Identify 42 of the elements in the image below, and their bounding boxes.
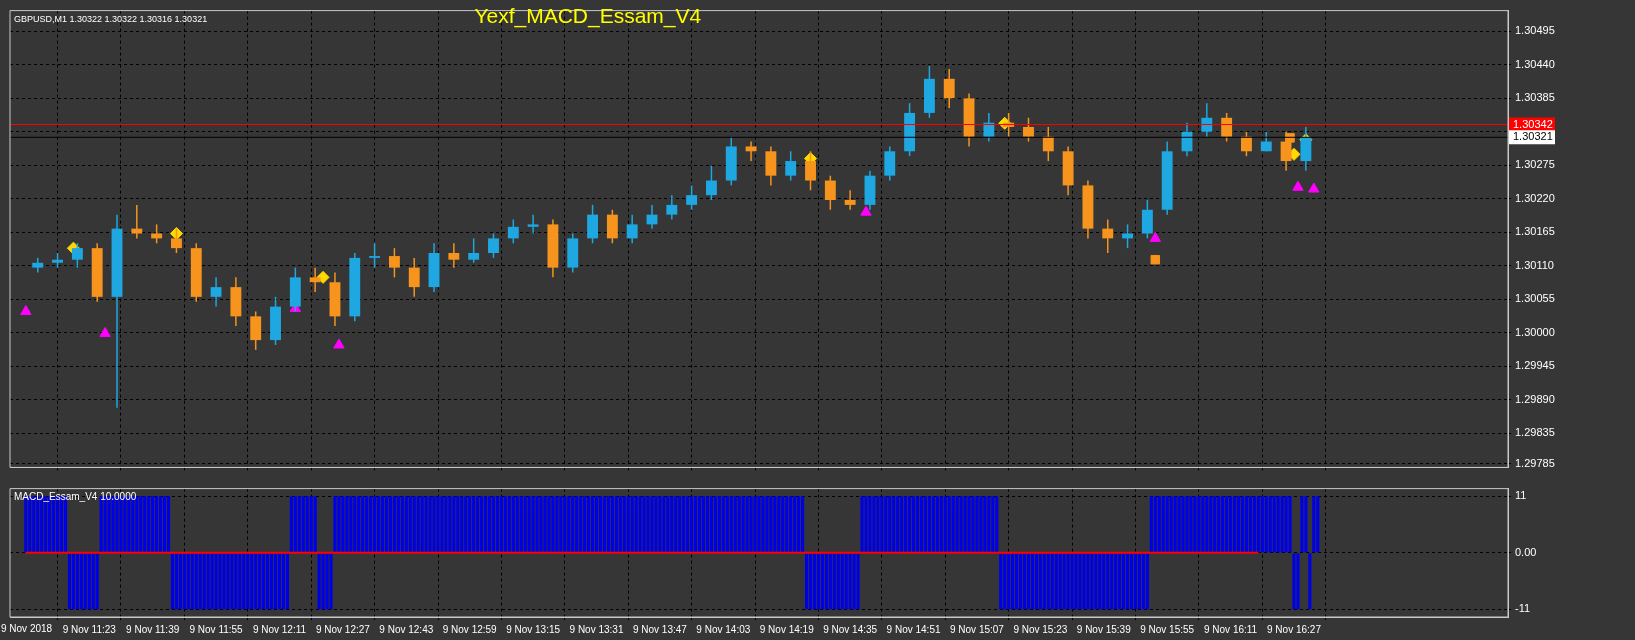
x-tick-label: 9 Nov 15:07 [949,623,1005,635]
x-tick-label: 9 Nov 13:47 [632,623,688,635]
y-tick-label: 1.29890 [1515,392,1555,405]
chart-title: Yexf_MACD_Essam_V4 [474,3,702,28]
chart-subtitle: GBPUSD,M1 1.30322 1.30322 1.30316 1.30321 [14,13,208,24]
x-tick-label: 9 Nov 12:27 [315,623,371,635]
y-tick-label: 1.30000 [1515,325,1555,338]
y-tick-label: 1.29945 [1515,359,1555,372]
x-tick-label: 9 Nov 13:15 [506,623,561,635]
x-tick-label: 9 Nov 12:43 [379,623,434,635]
y-tick-label: 1.29785 [1515,456,1555,469]
x-tick-label: 9 Nov 12:59 [442,623,498,635]
x-tick-label: 9 Nov 14:35 [823,623,878,635]
x-tick-label: 9 Nov 15:39 [1076,623,1132,635]
x-tick-label: 9 Nov 13:31 [569,623,624,635]
ref-line-label: 1.30342 [1513,117,1553,130]
y-tick-label: 1.29835 [1515,426,1555,439]
y-tick-label: 1.30165 [1515,225,1555,238]
x-tick-label: 9 Nov 16:11 [1204,623,1258,635]
ref-line-label: 1.30321 [1513,130,1553,143]
y-tick-label: 1.30495 [1515,24,1555,37]
y-tick-label: 1.30440 [1515,57,1555,70]
y-tick-label: 1.30275 [1515,158,1555,171]
x-tick-label: 9 Nov 16:27 [1267,623,1322,635]
x-tick-label: 9 Nov 15:23 [1013,623,1068,635]
y-tick-label: -11 [1515,602,1531,615]
y-tick-label: 1.30385 [1515,91,1555,104]
x-tick-label: 9 Nov 14:03 [696,623,751,635]
x-tick-label: 9 Nov 15:55 [1140,623,1195,635]
text: 9 Nov 2018 [1,622,53,634]
x-tick-label: 9 Nov 12:11 [252,623,307,635]
x-tick-label: 9 Nov 11:39 [126,623,180,635]
y-tick-label: 1.30220 [1515,191,1555,204]
x-tick-label: 9 Nov 14:19 [759,623,815,635]
chart-title: MACD_Essam_V4 10.0000 [14,491,137,503]
y-tick-label: 1.30110 [1515,258,1554,271]
y-tick-label: 1.30055 [1515,292,1555,305]
x-tick-label: 9 Nov 11:23 [62,623,117,635]
y-tick-label: 0.00 [1515,545,1537,558]
x-tick-label: 9 Nov 14:51 [886,623,941,635]
y-tick-label: 11 [1515,489,1527,502]
x-tick-label: 9 Nov 11:55 [189,623,244,635]
